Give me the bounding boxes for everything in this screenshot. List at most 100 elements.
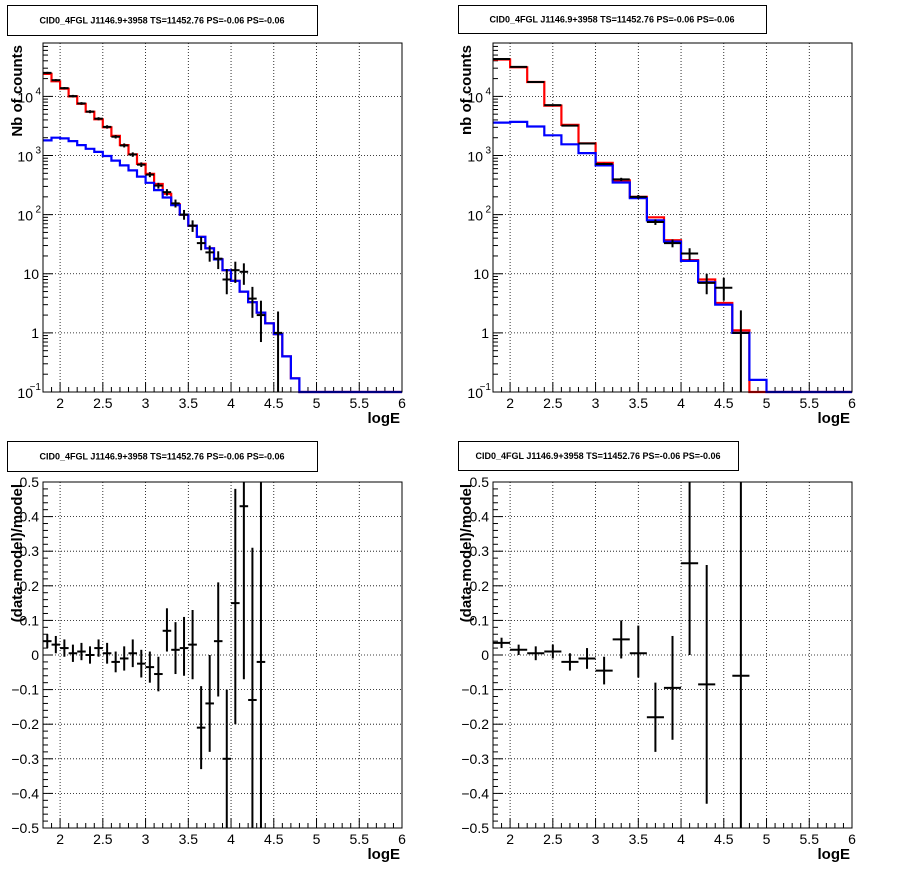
y-tick-label: −0.2 [461,716,489,732]
y-tick-label: 10 [467,385,483,401]
data-point [510,644,528,655]
data-point [732,310,750,392]
data-point [248,286,257,318]
data-point [205,655,214,752]
y-tick-label: 0.4 [470,509,490,525]
x-tick-label: 5 [763,395,771,411]
data-point [94,639,103,657]
data-point [248,547,257,828]
y-tick-label: 1 [31,325,39,341]
x-axis-label: logE [368,846,401,863]
data-point [68,94,78,98]
data-point [51,79,61,82]
x-tick-label: 4.5 [714,395,734,411]
x-tick-label: 5 [313,831,321,847]
x-tick-label: 2.5 [543,395,563,411]
data-point [102,642,112,664]
chart-title-box [458,5,767,34]
data-point [188,610,197,680]
data-point [527,646,545,661]
data-point [629,194,647,199]
data-point [77,642,86,661]
chart-panel-top-right: CID0_4FGL J1146.9+3958 TS=11452.76 PS=-0… [458,5,856,427]
chart-panel-bottom-right: CID0_4FGL J1146.9+3958 TS=11452.76 PS=-0… [458,441,856,863]
data-point [77,102,86,105]
chart-panel-bottom-left: CID0_4FGL J1146.9+3958 TS=11452.76 PS=-0… [7,441,406,863]
data-points [493,57,750,392]
x-tick-label: 5.5 [350,395,370,411]
data-point [188,220,197,232]
data-point [561,653,579,671]
y-axis-label: (data-model)/model [9,484,26,622]
data-point [698,273,716,295]
data-point [493,57,511,60]
y-tick-exponent: 2 [485,205,491,216]
x-tick-label: 5 [763,831,771,847]
data-point [154,656,163,692]
axis-ticks [42,481,403,829]
data-point [663,635,682,740]
data-point [273,311,283,392]
y-tick-label: 0.3 [20,543,40,559]
data-point [698,565,716,804]
x-axis-label: logE [368,410,401,427]
data-points [43,71,283,392]
data-point [85,646,95,664]
data-point [561,124,579,127]
data-point [231,488,240,725]
x-tick-label: 2.5 [543,831,563,847]
data-point [68,644,78,662]
y-tick-label: 0 [31,647,39,663]
data-point [179,616,189,676]
data-point [578,648,596,669]
chart-panel-top-left: CID0_4FGL J1146.9+3958 TS=11452.76 PS=-0… [7,5,406,427]
chart-title: CID0_4FGL J1146.9+3958 TS=11452.76 PS=-0… [39,452,284,462]
data-point [119,646,129,671]
data-point [85,110,95,114]
y-tick-label: −0.3 [11,751,39,767]
y-tick-label: 0.4 [20,509,40,525]
y-tick-label: 0.2 [470,578,490,594]
data-point [239,482,249,680]
data-point [612,177,630,182]
chart-title-box [7,441,318,472]
x-tick-label: 5.5 [800,395,820,411]
y-axis-label: (data-model)/model [458,484,475,622]
data-point [222,269,232,295]
data-point [111,651,120,673]
x-tick-label: 5.5 [800,831,820,847]
data-point [162,608,172,652]
y-tick-exponent: 4 [35,86,41,97]
data-point [137,649,146,678]
y-tick-label: −0.1 [461,682,489,698]
data-point [595,162,613,166]
y-tick-label: 10 [17,385,33,401]
axis-ticks [492,42,853,393]
data-point [715,277,733,301]
chart-title: CID0_4FGL J1146.9+3958 TS=11452.76 PS=-0… [489,15,734,25]
histogram-model_source [43,136,402,394]
x-tick-label: 5.5 [350,831,370,847]
x-tick-label: 2 [56,831,64,847]
y-tick-label: −0.5 [11,820,39,836]
plot-frame [42,481,403,829]
data-point [171,622,180,675]
histogram-model_source [493,120,852,394]
y-tick-label: −0.3 [461,751,489,767]
plot-frame [492,42,853,393]
y-tick-label: 10 [17,89,33,105]
plot-frame [492,481,853,829]
x-axis-label: logE [818,410,851,427]
data-point [612,620,630,659]
data-point [145,172,155,178]
y-tick-label: 10 [467,149,483,165]
x-tick-label: 6 [398,831,406,847]
y-tick-label: −0.2 [11,716,39,732]
data-point [213,582,223,697]
x-tick-label: 2 [506,395,514,411]
data-point [171,199,180,208]
data-point [527,81,545,84]
data-point [681,248,699,261]
data-point [196,686,206,770]
histogram-model_total [493,58,852,394]
